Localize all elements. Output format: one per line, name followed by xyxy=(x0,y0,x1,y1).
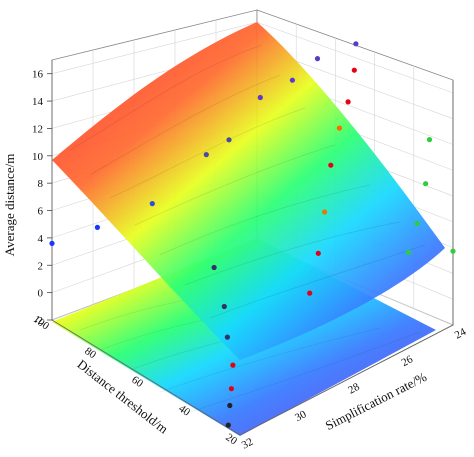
data-point xyxy=(336,125,342,131)
data-point xyxy=(211,264,217,271)
front-edges xyxy=(51,60,454,436)
data-point xyxy=(351,67,357,73)
data-point xyxy=(203,152,209,158)
data-point xyxy=(405,249,411,255)
data-point xyxy=(314,56,321,62)
y-tick-label: 30 xyxy=(293,408,309,424)
z-tick-label: 8 xyxy=(38,178,44,190)
data-point xyxy=(315,250,321,256)
data-point xyxy=(221,303,227,310)
data-point xyxy=(226,137,232,143)
data-point xyxy=(450,248,456,254)
data-point xyxy=(149,201,155,207)
z-tick-label: 4 xyxy=(38,233,44,245)
y-tick-label: 26 xyxy=(400,353,416,369)
z-tick-label: 6 xyxy=(38,206,44,218)
data-point xyxy=(257,94,263,101)
data-point xyxy=(228,386,234,392)
data-point xyxy=(230,362,236,368)
data-point xyxy=(225,422,231,428)
z-tick-label: 0 xyxy=(38,288,44,300)
data-points xyxy=(49,41,456,428)
data-point xyxy=(227,402,233,409)
data-point xyxy=(307,290,313,296)
data-point xyxy=(426,137,433,143)
upper-surface xyxy=(52,22,445,360)
data-point xyxy=(414,220,420,227)
z-axis-ticks: -2 0 2 4 6 8 10 12 14 16 xyxy=(32,69,52,327)
data-point xyxy=(328,162,334,168)
data-point xyxy=(345,99,351,105)
y-tick-label: 28 xyxy=(346,381,362,397)
z-tick-label: 12 xyxy=(32,123,43,135)
z-tick-label: -2 xyxy=(34,315,43,327)
data-point xyxy=(423,181,429,187)
data-point xyxy=(49,240,55,246)
upper-surface-contours xyxy=(69,44,426,319)
data-point xyxy=(94,224,100,230)
data-point xyxy=(322,209,328,215)
data-point xyxy=(224,334,230,340)
z-axis-label: Average distance/m xyxy=(2,154,17,257)
z-tick-label: 10 xyxy=(32,151,44,163)
z-tick-label: 14 xyxy=(32,96,44,108)
z-tick-label: 2 xyxy=(38,260,44,272)
y-tick-label: 32 xyxy=(240,436,255,452)
y-tick-label: 24 xyxy=(453,326,469,342)
data-point xyxy=(289,77,295,83)
data-point xyxy=(353,41,359,47)
z-tick-label: 16 xyxy=(32,69,44,81)
